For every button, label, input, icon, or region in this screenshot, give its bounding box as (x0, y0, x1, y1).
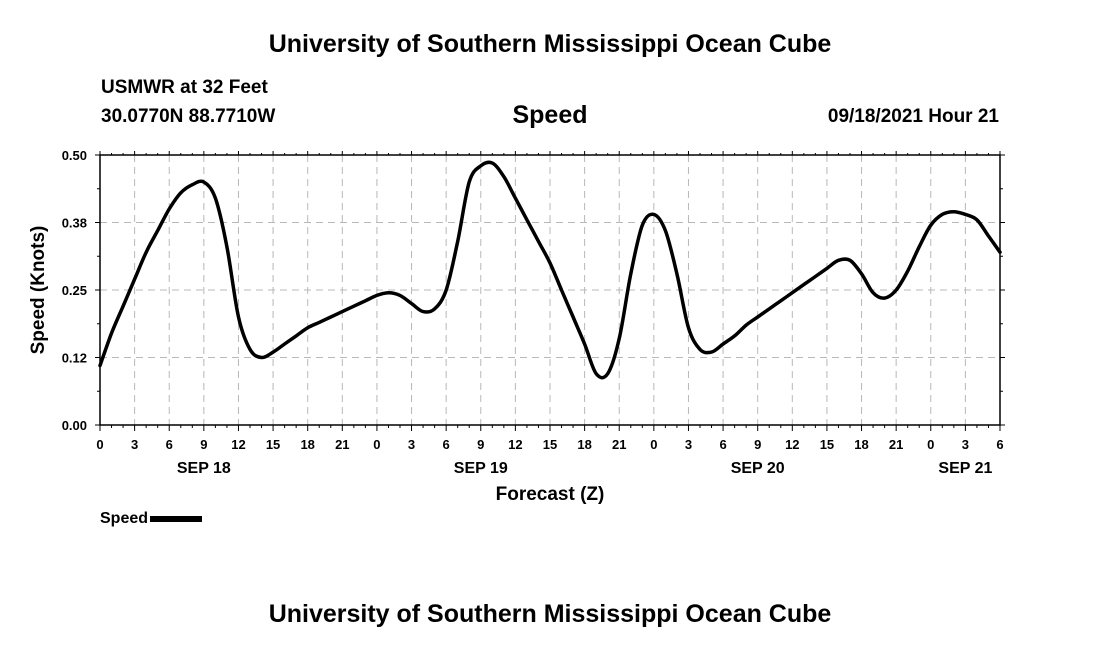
x-tick-label: 0 (927, 437, 934, 452)
x-axis-label: Forecast (Z) (496, 484, 605, 505)
x-tick-label: 12 (508, 437, 522, 452)
legend-line-swatch (150, 515, 203, 522)
x-tick-label: 3 (131, 437, 138, 452)
x-tick-label: 6 (443, 437, 450, 452)
x-tick-label: 15 (266, 437, 280, 452)
y-tick-label: 0.12 (62, 351, 87, 366)
x-tick-label: 6 (996, 437, 1003, 452)
series-line-speed (98, 160, 1002, 380)
y-tick-label: 0.25 (62, 283, 87, 298)
page-title: University of Southern Mississippi Ocean… (268, 30, 832, 58)
x-tick-label: 21 (889, 437, 903, 452)
legend: Speed (100, 510, 203, 528)
y-tick-label: 0.00 (62, 418, 87, 433)
x-tick-label: 9 (754, 437, 761, 452)
date-label: SEP 19 (454, 460, 508, 477)
x-tick-label: 15 (820, 437, 834, 452)
x-tick-label: 12 (785, 437, 799, 452)
x-tick-label: 21 (612, 437, 626, 452)
x-tick-label: 3 (685, 437, 692, 452)
x-tick-label: 0 (650, 437, 657, 452)
chart-title: Speed (512, 101, 588, 129)
coordinates-label: 30.0770N 88.7710W (101, 106, 276, 127)
x-tick-label: 15 (543, 437, 557, 452)
plot-frame (99, 154, 1001, 426)
y-axis-label: Speed (Knots) (28, 226, 49, 355)
timestamp-label: 09/18/2021 Hour 21 (827, 106, 999, 127)
x-tick-label: 12 (231, 437, 245, 452)
x-tick-label: 3 (408, 437, 415, 452)
x-tick-label: 6 (719, 437, 726, 452)
y-tick-label: 0.50 (62, 148, 87, 163)
x-tick-label: 0 (96, 437, 103, 452)
x-tick-label: 9 (200, 437, 207, 452)
x-tick-label: 18 (300, 437, 314, 452)
x-tick-label: 0 (373, 437, 380, 452)
x-tick-label: 3 (962, 437, 969, 452)
x-tick-label: 9 (477, 437, 484, 452)
date-label: SEP 21 (938, 460, 992, 477)
y-tick-label: 0.38 (62, 216, 87, 231)
date-label: SEP 20 (731, 460, 785, 477)
x-tick-label: 18 (854, 437, 868, 452)
legend-label: Speed (100, 510, 149, 527)
station-label: USMWR at 32 Feet (101, 77, 268, 98)
x-tick-label: 6 (166, 437, 173, 452)
x-tick-label: 18 (577, 437, 591, 452)
x-tick-label: 21 (335, 437, 349, 452)
date-label: SEP 18 (177, 460, 231, 477)
footer-title: University of Southern Mississippi Ocean… (268, 600, 832, 628)
